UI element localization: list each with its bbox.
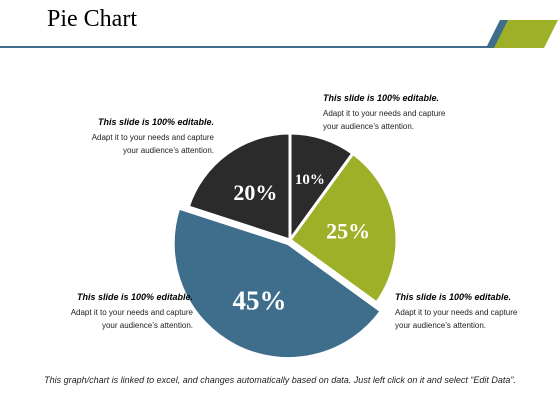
- callout-line: your audience’s attention.: [395, 321, 487, 330]
- callout-bottom-right: This slide is 100% editable. Adapt it to…: [395, 290, 560, 332]
- pie-slice-25[interactable]: [288, 151, 399, 305]
- slice-label-25: 25%: [326, 218, 370, 243]
- callout-line: your audience’s attention.: [101, 321, 193, 330]
- callout-title: This slide is 100% editable.: [395, 292, 512, 302]
- callout-title: This slide is 100% editable.: [323, 93, 440, 103]
- callout-top-right: This slide is 100% editable. Adapt it to…: [323, 91, 493, 133]
- title-underline: [0, 46, 500, 48]
- callout-bottom-left: This slide is 100% editable. Adapt it to…: [23, 290, 193, 332]
- corner-decoration-icon: [486, 20, 558, 48]
- callout-top-left: This slide is 100% editable. Adapt it to…: [44, 115, 214, 157]
- slice-label-20: 20%: [233, 180, 277, 205]
- callout-line: Adapt it to your needs and capture: [395, 308, 518, 317]
- callout-line: Adapt it to your needs and capture: [323, 109, 446, 118]
- callout-line: Adapt it to your needs and capture: [70, 308, 193, 317]
- corner-green-band: [494, 20, 558, 48]
- pie-slice-45[interactable]: [171, 206, 383, 361]
- slice-label-10: 10%: [295, 172, 325, 188]
- footer-note: This graph/chart is linked to excel, and…: [44, 375, 516, 385]
- callout-line: your audience’s attention.: [122, 146, 214, 155]
- callout-title: This slide is 100% editable.: [97, 117, 214, 127]
- pie-slice-20[interactable]: [186, 131, 292, 242]
- slide-title: Pie Chart: [47, 6, 137, 32]
- callout-title: This slide is 100% editable.: [76, 292, 193, 302]
- slice-label-45: 45%: [232, 285, 286, 315]
- callout-line: your audience’s attention.: [323, 122, 415, 131]
- callout-line: Adapt it to your needs and capture: [91, 133, 214, 142]
